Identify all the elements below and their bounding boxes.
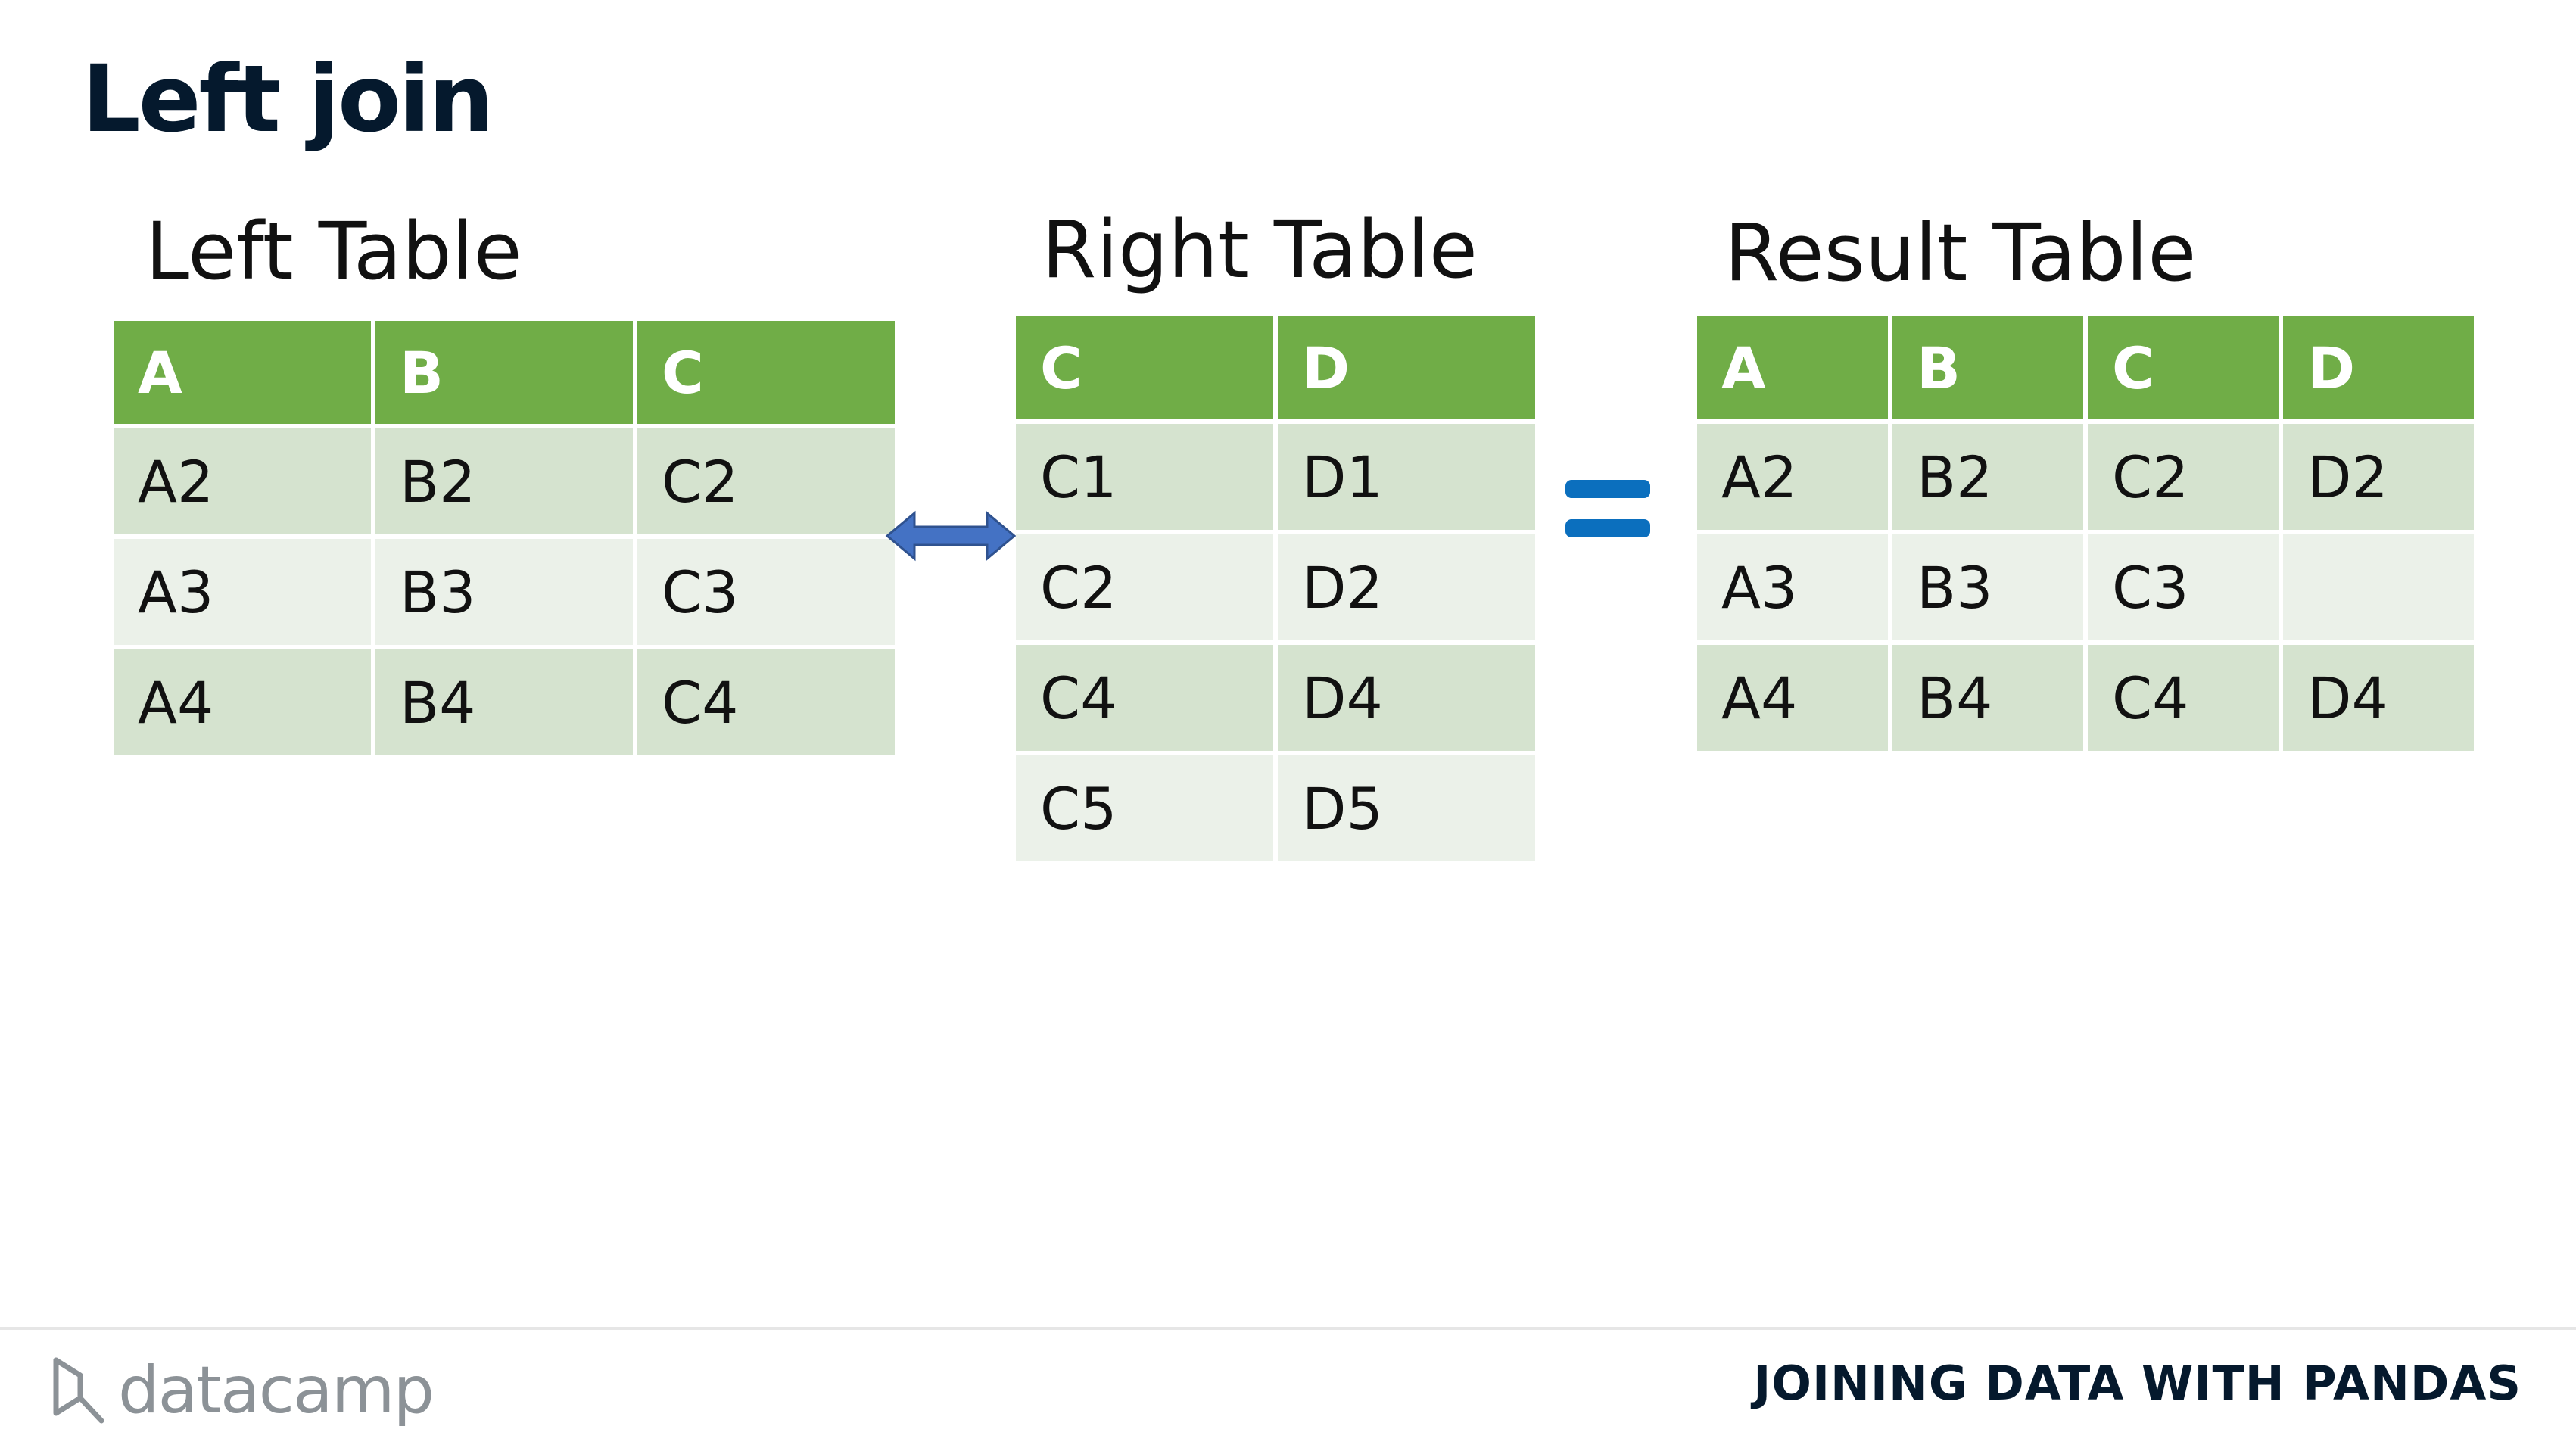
- left-header-a: A: [114, 321, 371, 424]
- table-cell: C1: [1016, 424, 1273, 530]
- left-table-caption: Left Table: [145, 205, 522, 297]
- table-row: C5 D5: [1016, 755, 1535, 861]
- table-cell: D5: [1278, 755, 1535, 861]
- slide-title: Left join: [82, 45, 494, 153]
- brand-name: datacamp: [118, 1353, 435, 1428]
- table-cell: C4: [1016, 645, 1273, 751]
- table-cell: B4: [1892, 645, 2083, 751]
- table-cell: B2: [375, 428, 633, 534]
- datacamp-mark-icon: [53, 1357, 104, 1424]
- right-header-c: C: [1016, 316, 1273, 419]
- table-cell: A4: [114, 649, 371, 755]
- table-cell: D1: [1278, 424, 1535, 530]
- table-cell: A2: [114, 428, 371, 534]
- table-cell: A3: [1697, 534, 1888, 640]
- table-cell: D4: [1278, 645, 1535, 751]
- table-cell: C4: [637, 649, 895, 755]
- table-cell: C2: [637, 428, 895, 534]
- result-table-header-row: A B C D: [1697, 316, 2474, 419]
- table-cell: A4: [1697, 645, 1888, 751]
- table-row: C1 D1: [1016, 424, 1535, 530]
- right-table: C D C1 D1 C2 D2 C4 D4 C5 D5: [1011, 312, 1540, 866]
- course-title: JOINING DATA WITH PANDAS: [1753, 1356, 2521, 1411]
- table-cell: C3: [637, 539, 895, 645]
- result-table-caption: Result Table: [1724, 207, 2197, 299]
- right-header-d: D: [1278, 316, 1535, 419]
- table-row: A3 B3 C3: [1697, 534, 2474, 640]
- table-cell: B2: [1892, 424, 2083, 530]
- table-cell: D2: [2283, 424, 2474, 530]
- double-arrow-icon: [885, 510, 1017, 562]
- result-header-b: B: [1892, 316, 2083, 419]
- left-header-b: B: [375, 321, 633, 424]
- table-row: C4 D4: [1016, 645, 1535, 751]
- datacamp-logo: datacamp: [50, 1349, 435, 1432]
- result-header-a: A: [1697, 316, 1888, 419]
- equals-icon: [1565, 480, 1650, 537]
- table-row: A2 B2 C2: [114, 428, 895, 534]
- table-row: A3 B3 C3: [114, 539, 895, 645]
- table-cell: B4: [375, 649, 633, 755]
- right-table-caption: Right Table: [1042, 204, 1478, 296]
- table-cell: C2: [1016, 534, 1273, 640]
- table-cell: C2: [2088, 424, 2279, 530]
- table-cell: D4: [2283, 645, 2474, 751]
- left-table: A B C A2 B2 C2 A3 B3 C3 A4 B4 C4: [109, 316, 899, 760]
- table-cell: C5: [1016, 755, 1273, 861]
- right-table-header-row: C D: [1016, 316, 1535, 419]
- left-header-c: C: [637, 321, 895, 424]
- result-header-c: C: [2088, 316, 2279, 419]
- table-row: A2 B2 C2 D2: [1697, 424, 2474, 530]
- table-cell: D2: [1278, 534, 1535, 640]
- result-table: A B C D A2 B2 C2 D2 A3 B3 C3 A4 B4 C4 D4: [1693, 312, 2478, 755]
- result-header-d: D: [2283, 316, 2474, 419]
- table-row: C2 D2: [1016, 534, 1535, 640]
- table-cell: A2: [1697, 424, 1888, 530]
- table-cell: B3: [375, 539, 633, 645]
- table-cell: C3: [2088, 534, 2279, 640]
- table-cell: C4: [2088, 645, 2279, 751]
- table-cell-empty: [2283, 534, 2474, 640]
- table-cell: B3: [1892, 534, 2083, 640]
- table-cell: A3: [114, 539, 371, 645]
- footer-divider: [0, 1327, 2576, 1330]
- left-table-header-row: A B C: [114, 321, 895, 424]
- table-row: A4 B4 C4: [114, 649, 895, 755]
- table-row: A4 B4 C4 D4: [1697, 645, 2474, 751]
